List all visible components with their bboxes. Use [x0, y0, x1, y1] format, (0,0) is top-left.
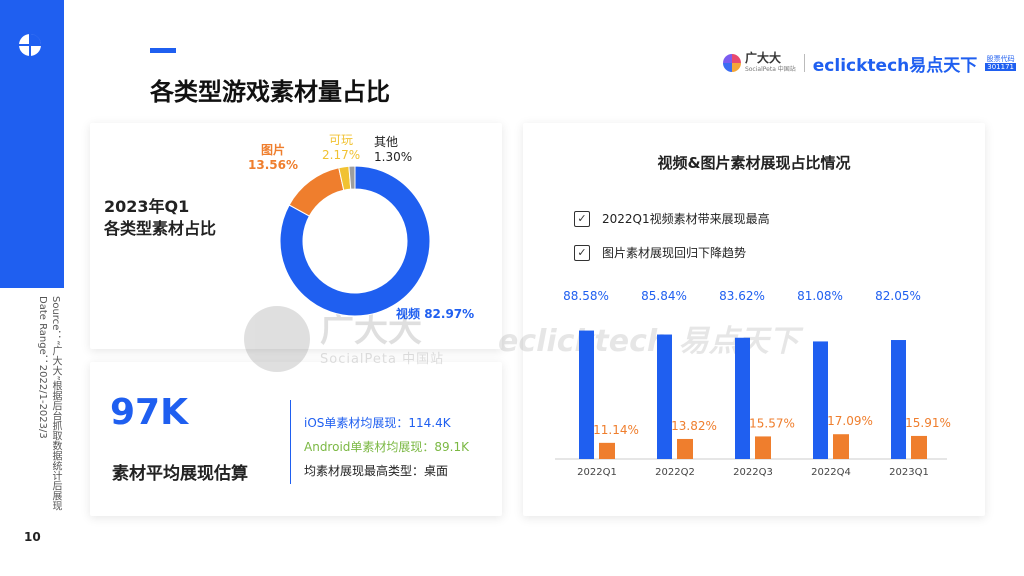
bar-video [891, 340, 906, 459]
socialpeta-logo: 广大大 SocialPeta 中国站 [722, 51, 796, 73]
bar-video [735, 337, 750, 459]
watermark-subtext: SocialPeta 中国站 [320, 351, 445, 367]
slice-name-image: 图片 [260, 143, 285, 157]
page-title: 各类型游戏素材量占比 [150, 78, 390, 106]
sidebar-band [0, 0, 64, 288]
x-tick-label: 2022Q2 [655, 467, 695, 478]
data-label-image: 15.91% [905, 416, 951, 430]
watermark-text: 广大大 [320, 309, 422, 350]
stat-ios: iOS单素材均展现：114.4K [304, 416, 451, 430]
slice-label-playable: 可玩 2.17% [322, 133, 360, 163]
stock-code: 股票代码 301171 [985, 55, 1016, 71]
data-label-image: 15.57% [749, 416, 795, 430]
x-tick-label: 2022Q3 [733, 467, 773, 478]
kpi-card [90, 362, 502, 516]
data-label-image: 11.14% [593, 423, 639, 437]
checklist-text: 图片素材展现回归下降趋势 [602, 246, 747, 260]
stock-number: 301171 [985, 63, 1016, 71]
slice-name-other: 其他 [374, 135, 399, 149]
kpi-value: 97K [110, 392, 188, 433]
checkbox-icon: ✓ [574, 210, 590, 227]
donut-card-label: 2023年Q1 各类型素材占比 [104, 196, 216, 240]
socialpeta-sub: SocialPeta 中国站 [744, 66, 796, 73]
bar-chart: 88.58% 11.14% 2022Q1 85.84% 13.82% 2022Q2 83.6… [555, 289, 951, 478]
slice-label-image: 图片 13.56% [248, 143, 298, 173]
bar-card-title: 视频&图片素材展现占比情况 [657, 154, 851, 172]
brand-logo-icon [18, 33, 42, 57]
page-number: 10 [24, 530, 41, 544]
brand-logos: 广大大 SocialPeta 中国站 eclicktech易点天下 股票代码 3… [722, 50, 1016, 76]
stat-top-type: 均素材展现最高类型：桌面 [304, 464, 449, 478]
data-label-video: 81.08% [797, 289, 843, 303]
slice-value-other: 1.30% [374, 150, 413, 164]
data-label-video: 83.62% [719, 289, 765, 303]
brand-divider [803, 54, 805, 72]
slice-label-video: 视频 82.97% [396, 307, 474, 322]
donut-slice-0 [279, 165, 431, 317]
checklist-text: 2022Q1视频素材带来展现最高 [602, 212, 770, 226]
date-range-line: Date Range：2022/1-2023/3 [37, 296, 48, 439]
bar-image [833, 434, 849, 459]
data-label-image: 17.09% [827, 414, 873, 428]
slice-value-image: 13.56% [248, 158, 298, 172]
bar-video [579, 330, 594, 459]
donut-label-line1: 2023年Q1 [104, 197, 190, 216]
checklist-item: ✓ 2022Q1视频素材带来展现最高 [574, 210, 770, 227]
title-accent-bar [150, 48, 176, 53]
source-note: Source：“广大大”根据后台抓取数据统计后展现 Date Range：202… [22, 296, 62, 516]
slice-label-other: 其他 1.30% [374, 135, 412, 165]
socialpeta-name: 广大大 [744, 51, 781, 65]
donut-slice-3 [348, 165, 356, 190]
socialpeta-logo-icon [722, 54, 741, 72]
kpi-subtitle: 素材平均展现估算 [112, 464, 248, 484]
eclicktech-logo: eclicktech易点天下 [812, 55, 978, 76]
slice-name-video: 视频 [396, 307, 421, 321]
bar-image [911, 435, 927, 459]
watermark-logo-icon [244, 306, 310, 372]
stock-label: 股票代码 [986, 55, 1015, 63]
checkbox-icon: ✓ [574, 244, 590, 261]
x-tick-label: 2022Q4 [811, 467, 851, 478]
bar-video [813, 341, 828, 459]
x-tick-label: 2023Q1 [889, 467, 929, 478]
kpi-divider [290, 400, 291, 484]
stat-android: Android单素材均展现：89.1K [304, 440, 469, 454]
data-label-image: 13.82% [671, 419, 717, 433]
donut-chart [279, 165, 431, 317]
bar-image [677, 438, 693, 459]
slice-value-playable: 2.17% [322, 148, 361, 162]
checklist-item: ✓ 图片素材展现回归下降趋势 [574, 244, 746, 261]
donut-label-line2: 各类型素材占比 [104, 219, 217, 238]
slice-value-video: 82.97% [424, 307, 475, 321]
donut-slice-1 [288, 167, 345, 217]
bar-video [657, 334, 672, 459]
bar-image [599, 442, 615, 459]
data-label-video: 85.84% [641, 289, 687, 303]
data-label-video: 88.58% [563, 289, 609, 303]
data-label-video: 82.05% [875, 289, 921, 303]
x-tick-label: 2022Q1 [577, 467, 617, 478]
slice-name-playable: 可玩 [329, 133, 354, 147]
bar-image [755, 436, 771, 459]
source-line: Source：“广大大”根据后台抓取数据统计后展现 [50, 296, 61, 511]
watermark: 广大大 SocialPeta 中国站 [244, 306, 444, 372]
